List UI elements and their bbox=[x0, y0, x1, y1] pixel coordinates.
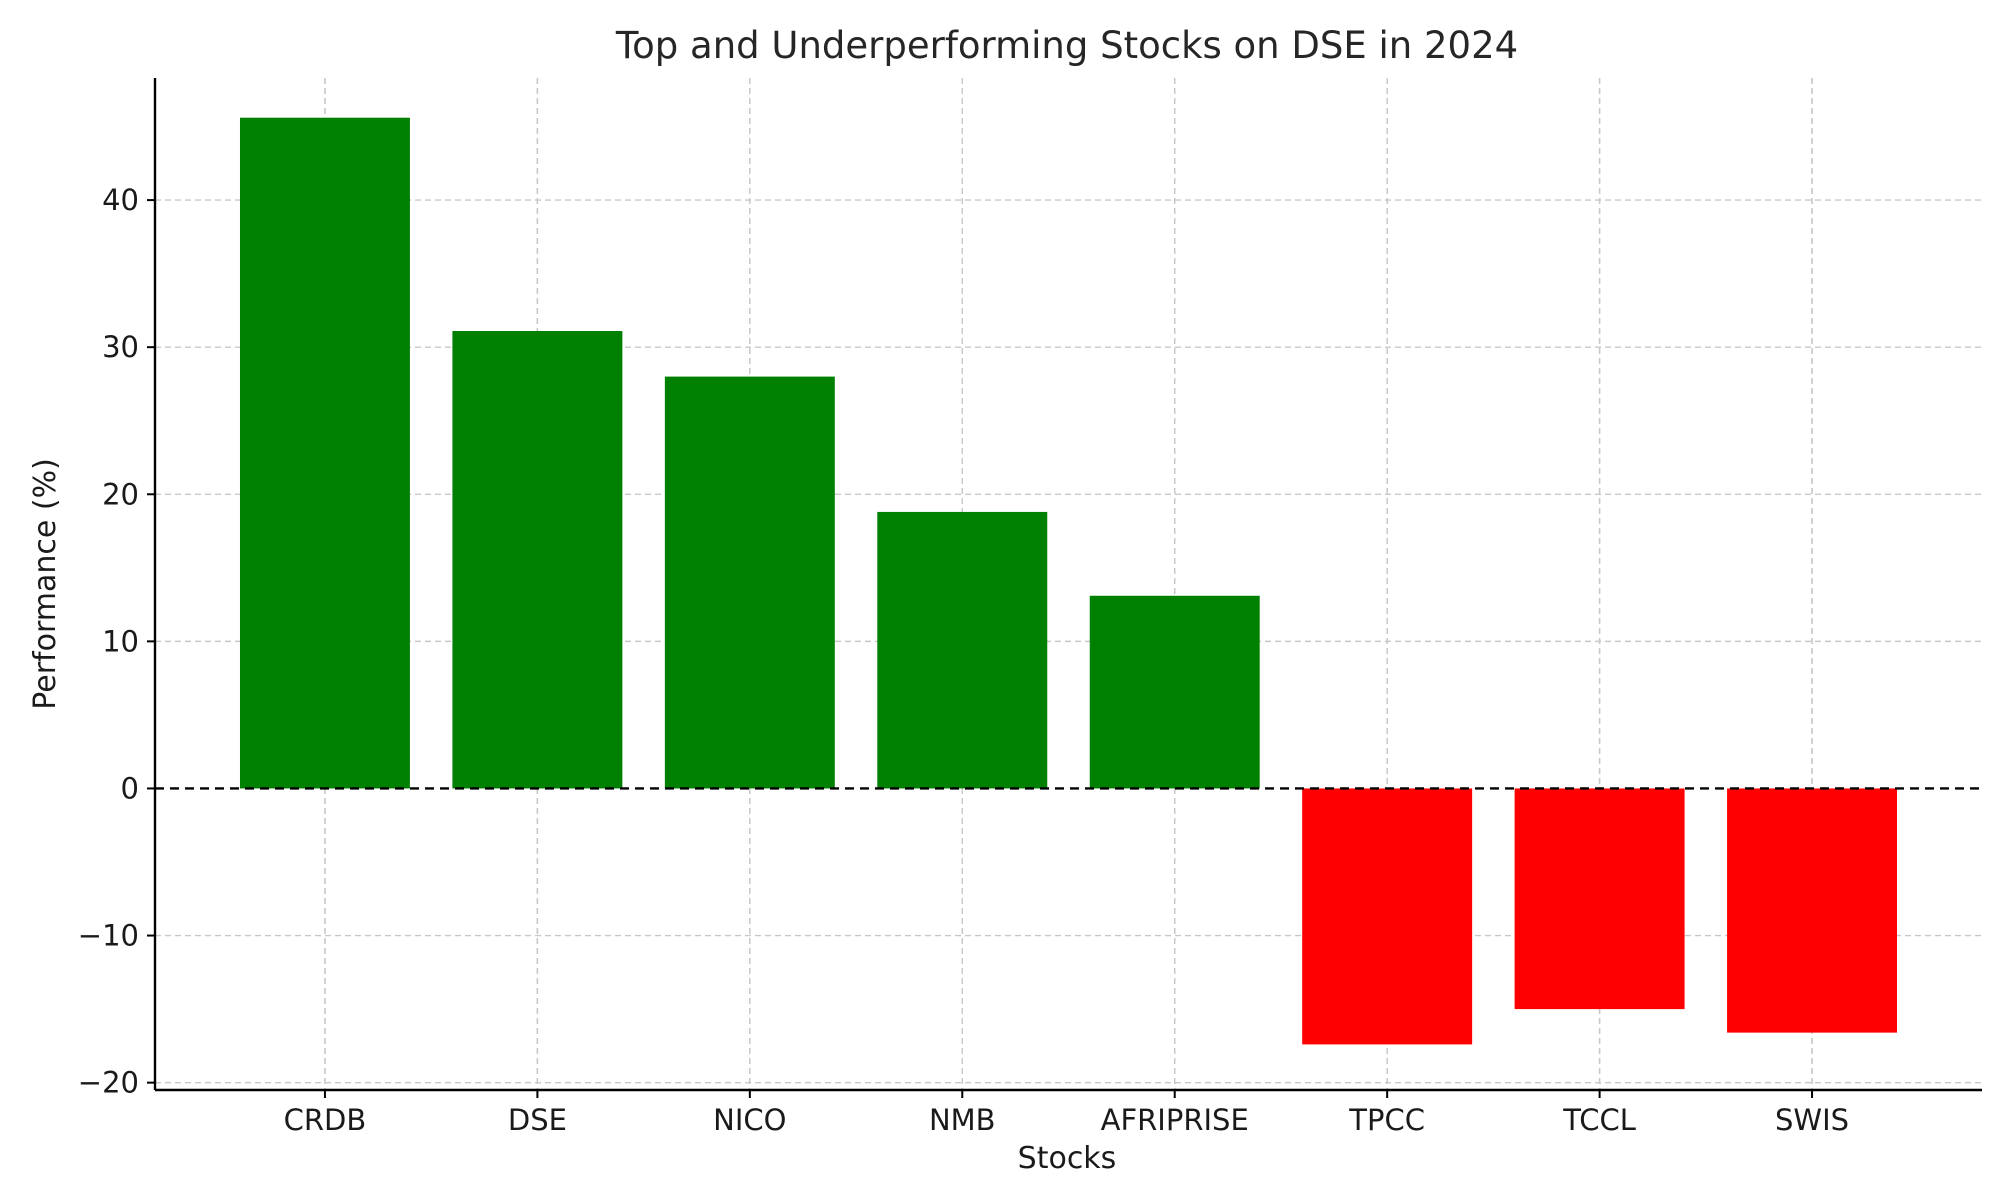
bar-dse bbox=[452, 331, 623, 789]
bar-nico bbox=[664, 376, 835, 789]
x-tick-label: CRDB bbox=[284, 1103, 367, 1137]
bar-crdb bbox=[239, 117, 410, 789]
bar-tccl bbox=[1514, 788, 1685, 1010]
bar-afriprise bbox=[1089, 595, 1260, 789]
x-tick-label: AFRIPRISE bbox=[1101, 1103, 1249, 1137]
x-tick-label: NMB bbox=[929, 1103, 996, 1137]
x-tick-label: TPCC bbox=[1348, 1103, 1425, 1137]
x-tick-label: SWIS bbox=[1775, 1103, 1849, 1137]
chart-title: Top and Underperforming Stocks on DSE in… bbox=[615, 24, 1518, 67]
y-tick-label: 10 bbox=[102, 624, 139, 658]
y-tick-label: 40 bbox=[102, 183, 139, 217]
grid bbox=[155, 78, 1982, 1090]
y-tick-label: −10 bbox=[78, 919, 139, 953]
bar-swis bbox=[1727, 788, 1898, 1033]
x-tick-label: NICO bbox=[713, 1103, 786, 1137]
bars bbox=[239, 117, 1898, 1045]
axes: −20 −10 0 10 20 30 40 CRDB DSE NICO NMB AFRIPRISE TP… bbox=[78, 78, 1982, 1137]
y-axis-label: Performance (%) bbox=[28, 458, 63, 710]
y-tick-label: −20 bbox=[78, 1066, 139, 1100]
bar-tpcc bbox=[1302, 788, 1473, 1045]
x-tick-label: DSE bbox=[508, 1103, 567, 1137]
y-tick-label: 30 bbox=[102, 330, 139, 364]
y-tick-label: 20 bbox=[102, 477, 139, 511]
bar-nmb bbox=[877, 511, 1048, 789]
x-axis-label: Stocks bbox=[1018, 1141, 1117, 1176]
x-tick-label: TCCL bbox=[1562, 1103, 1636, 1137]
y-tick-label: 0 bbox=[121, 771, 139, 805]
